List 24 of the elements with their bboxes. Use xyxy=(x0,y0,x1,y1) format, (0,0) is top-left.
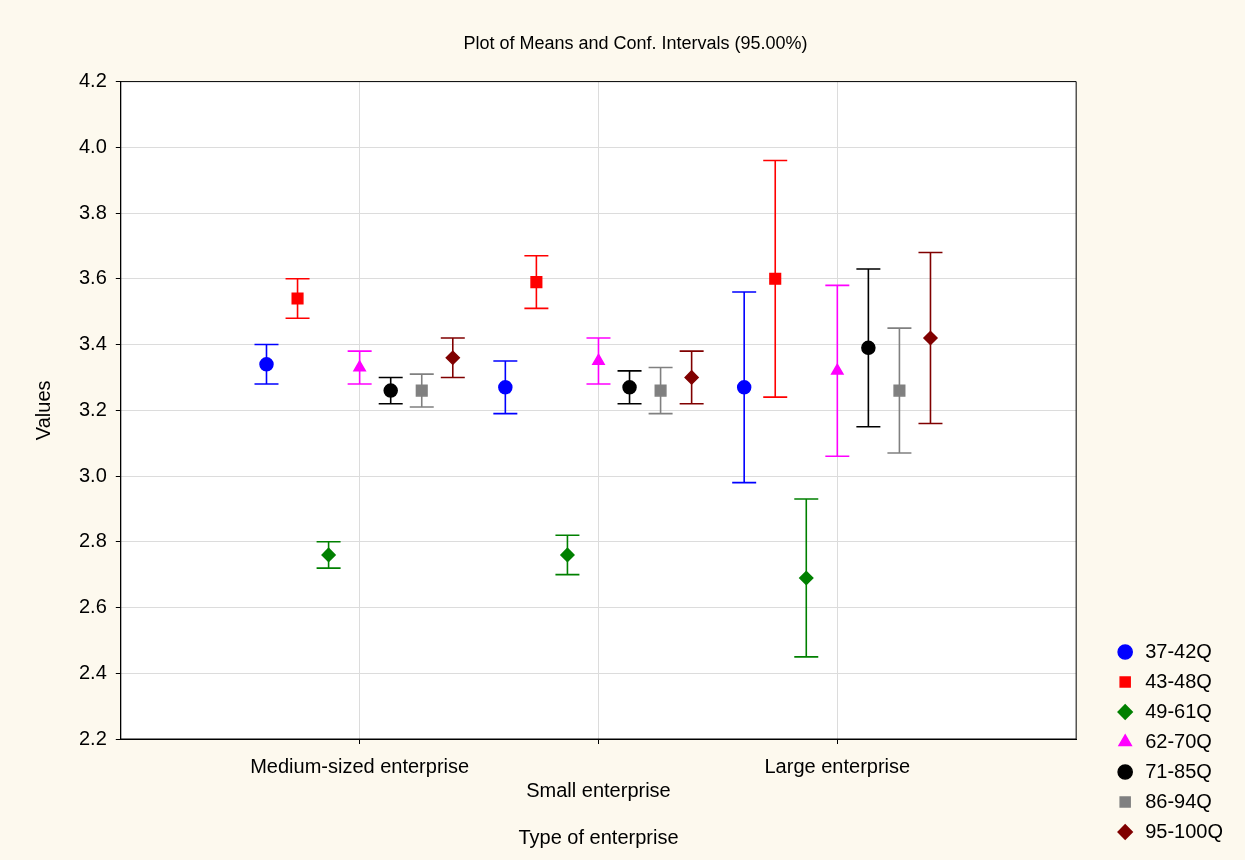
y-tick-label: 3.8 xyxy=(78,200,107,223)
legend-label: 49-61Q xyxy=(1145,699,1212,722)
x-tick-label: Small enterprise xyxy=(526,778,671,801)
y-axis-title: Values xyxy=(31,380,54,441)
legend-label: 71-85Q xyxy=(1145,759,1212,782)
y-tick-label: 2.6 xyxy=(78,595,107,618)
legend-label: 95-100Q xyxy=(1145,819,1224,842)
legend-label: 43-48Q xyxy=(1145,669,1212,692)
y-tick-label: 4.0 xyxy=(78,134,107,157)
chart-title: Plot of Means and Conf. Intervals (95.00%) xyxy=(463,32,808,53)
legend-label: 62-70Q xyxy=(1145,729,1212,752)
y-tick-label: 3.0 xyxy=(78,463,107,486)
y-tick-label: 3.6 xyxy=(78,266,107,289)
x-axis-title: Type of enterprise xyxy=(518,825,679,848)
y-tick-label: 4.2 xyxy=(78,69,107,92)
y-tick-label: 2.2 xyxy=(78,726,107,749)
y-tick-label: 3.4 xyxy=(78,332,107,355)
legend-label: 37-42Q xyxy=(1145,639,1212,662)
legend-label: 86-94Q xyxy=(1145,789,1212,812)
y-tick-label: 2.4 xyxy=(78,660,107,683)
x-tick-label: Large enterprise xyxy=(764,754,911,777)
y-tick-label: 2.8 xyxy=(78,529,107,552)
y-tick-label: 3.2 xyxy=(78,397,107,420)
x-tick-label: Medium-sized enterprise xyxy=(250,754,470,777)
